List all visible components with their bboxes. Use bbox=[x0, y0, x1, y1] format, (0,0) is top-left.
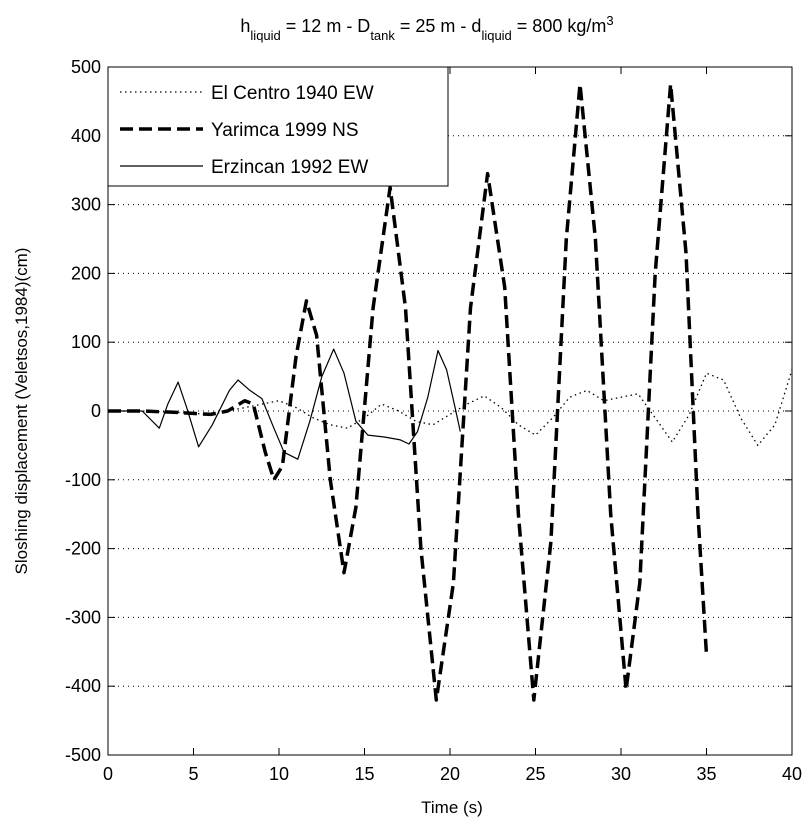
y-tick-label: 400 bbox=[71, 126, 101, 146]
x-tick-label: 0 bbox=[103, 764, 113, 784]
y-tick-label: -200 bbox=[65, 539, 101, 559]
axis-ticks: 0 5 10 15 20 25 30 35 40 -500 -400 -300 -200 -100 0 100… bbox=[65, 57, 802, 784]
y-axis-label: Sloshing displacement (Veletsos,1984)(cm… bbox=[12, 248, 31, 575]
title-part: liquid bbox=[481, 28, 511, 43]
y-tick-label: 500 bbox=[71, 57, 101, 77]
y-tick-label: 200 bbox=[71, 263, 101, 283]
chart-title: hliquid = 12 m - Dtank = 25 m - dliquid … bbox=[240, 13, 613, 43]
y-tick-label: 300 bbox=[71, 195, 101, 215]
x-tick-label: 10 bbox=[269, 764, 289, 784]
title-part: = 25 m - d bbox=[395, 16, 482, 36]
y-tick-label: 0 bbox=[91, 401, 101, 421]
x-tick-label: 20 bbox=[440, 764, 460, 784]
y-tick-label: -300 bbox=[65, 607, 101, 627]
title-part: = 12 m - D bbox=[281, 16, 371, 36]
x-tick-label: 15 bbox=[354, 764, 374, 784]
title-part: = 800 kg/m bbox=[512, 16, 607, 36]
legend-label-yarimca-1999-ns: Yarimca 1999 NS bbox=[211, 120, 359, 141]
title-part: h bbox=[240, 16, 250, 36]
legend-label-erzincan-1992-ew: Erzincan 1992 EW bbox=[211, 157, 368, 178]
series-line-erzincan-1992-ew bbox=[108, 348, 461, 460]
x-tick-label: 35 bbox=[696, 764, 716, 784]
title-part: 3 bbox=[606, 13, 613, 28]
y-tick-label: 100 bbox=[71, 332, 101, 352]
legend-label-el-centro-1940-ew: El Centro 1940 EW bbox=[211, 83, 374, 104]
title-part: liquid bbox=[250, 28, 280, 43]
grid-lines bbox=[108, 135, 792, 687]
series-line-yarimca-1999-ns bbox=[108, 82, 709, 702]
title-part: tank bbox=[370, 28, 395, 43]
x-tick-label: 40 bbox=[782, 764, 802, 784]
y-tick-label: -400 bbox=[65, 676, 101, 696]
y-tick-label: -500 bbox=[65, 745, 101, 765]
x-axis-label: Time (s) bbox=[421, 798, 483, 817]
x-tick-label: 5 bbox=[188, 764, 198, 784]
y-tick-label: -100 bbox=[65, 470, 101, 490]
x-tick-label: 30 bbox=[611, 764, 631, 784]
legend: El Centro 1940 EW Yarimca 1999 NS Erzincan… bbox=[107, 66, 449, 187]
series-lines bbox=[108, 82, 793, 702]
x-tick-label: 25 bbox=[525, 764, 545, 784]
